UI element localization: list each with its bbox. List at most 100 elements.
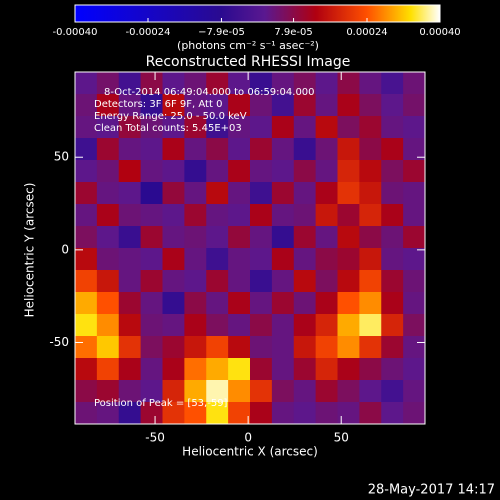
heatmap-cell [293, 248, 317, 271]
colorbar-tick-label: 0.00024 [346, 27, 387, 38]
heatmap-cell [140, 226, 163, 249]
heatmap-cell [118, 182, 142, 205]
heatmap-cell [271, 380, 295, 403]
heatmap-cell [293, 138, 317, 161]
heatmap-cell [162, 402, 185, 425]
timestamp: 28-May-2017 14:17 [368, 483, 495, 498]
heatmap-cell [271, 248, 295, 271]
heatmap-cell [206, 358, 229, 381]
heatmap-cell [184, 72, 207, 95]
heatmap-cell [403, 72, 426, 95]
heatmap-cell [162, 248, 185, 271]
heatmap-cell [250, 94, 273, 117]
heatmap-cell [140, 358, 163, 381]
heatmap-cell [228, 226, 251, 249]
heatmap-cell [228, 72, 251, 95]
heatmap-cell [337, 336, 360, 359]
annotation: 8-Oct-2014 06:49:04.000 to 06:59:04.000 [104, 87, 315, 98]
heatmap-cell [140, 182, 163, 205]
heatmap-cell [96, 138, 120, 161]
heatmap-cell [315, 336, 338, 359]
heatmap-cell [250, 226, 273, 249]
heatmap-cell [403, 358, 426, 381]
heatmap-cell [206, 138, 229, 161]
colorbar-tick-label: -0.00040 [53, 27, 98, 38]
heatmap-cell [337, 160, 360, 183]
heatmap-cell [162, 182, 185, 205]
heatmap-cell [337, 292, 360, 315]
x-axis-label: Heliocentric X (arcsec) [182, 445, 318, 459]
heatmap-cell [206, 226, 229, 249]
heatmap-cell [140, 270, 163, 293]
heatmap-cell [359, 138, 382, 161]
heatmap-cell [271, 116, 295, 139]
heatmap-cell [228, 380, 251, 403]
heatmap-cell [293, 270, 317, 293]
heatmap-cell [140, 314, 163, 337]
annotation: Energy Range: 25.0 - 50.0 keV [94, 111, 247, 122]
heatmap-cell [250, 270, 273, 293]
heatmap-cell [118, 94, 142, 117]
heatmap-cell [140, 160, 163, 183]
heatmap-cell [118, 138, 142, 161]
heatmap-cell [140, 138, 163, 161]
heatmap-cell [250, 336, 273, 359]
heatmap-cell [271, 402, 295, 425]
heatmap-cell [184, 160, 207, 183]
heatmap-cell [315, 314, 338, 337]
heatmap-cell [75, 292, 98, 315]
heatmap-cell [271, 182, 295, 205]
heatmap-cell [228, 292, 251, 315]
heatmap-cell [359, 160, 382, 183]
heatmap-cell [162, 138, 185, 161]
heatmap-cell [359, 226, 382, 249]
heatmap-cell [381, 270, 404, 293]
heatmap-cell [96, 204, 120, 227]
heatmap-cell [271, 270, 295, 293]
heatmap-cell [96, 248, 120, 271]
heatmap-cell [315, 380, 338, 403]
heatmap-cell [293, 336, 317, 359]
heatmap-cell [337, 248, 360, 271]
heatmap-cell [118, 204, 142, 227]
heatmap-cell [271, 204, 295, 227]
plot-frame [74, 71, 426, 425]
heatmap-cell [359, 358, 382, 381]
heatmap-cell [96, 358, 120, 381]
y-tick-label: 50 [54, 150, 69, 164]
heatmap-cell [118, 160, 142, 183]
heatmap-cell [184, 116, 207, 139]
heatmap-cell [271, 226, 295, 249]
heatmap-cell [403, 270, 426, 293]
heatmap-cell [75, 380, 98, 403]
heatmap-cell [250, 358, 273, 381]
heatmap-cell [184, 336, 207, 359]
heatmap-cell [337, 314, 360, 337]
heatmap-cell [271, 314, 295, 337]
heatmap-cell [403, 94, 426, 117]
heatmap-cell [228, 94, 251, 117]
heatmap-cell [337, 72, 360, 95]
heatmap-cell [162, 116, 185, 139]
heatmap-cell [271, 138, 295, 161]
heatmap-cell [337, 94, 360, 117]
heatmap-cell [96, 336, 120, 359]
heatmap-cell [381, 72, 404, 95]
heatmap-cell [184, 402, 207, 425]
heatmap-cell [206, 116, 229, 139]
heatmap-cell [381, 160, 404, 183]
heatmap-cell [359, 380, 382, 403]
heatmap-cell [381, 314, 404, 337]
heatmap-cell [403, 138, 426, 161]
colorbar [74, 4, 441, 23]
heatmap-cell [337, 116, 360, 139]
heatmap-cell [96, 270, 120, 293]
heatmap-cell [293, 116, 317, 139]
heatmap-cell [75, 358, 98, 381]
heatmap-cell [184, 182, 207, 205]
heatmap-cell [162, 94, 185, 117]
heatmap-cell [118, 402, 142, 425]
heatmap-cell [96, 226, 120, 249]
heatmap-cell [381, 116, 404, 139]
heatmap-cell [228, 314, 251, 337]
